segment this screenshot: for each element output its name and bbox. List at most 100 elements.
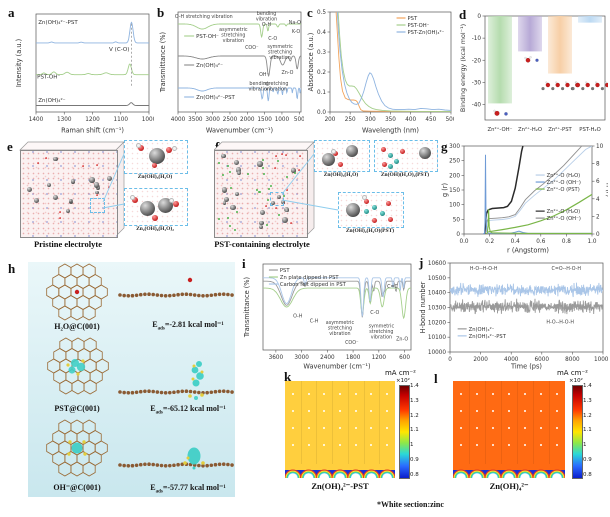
molecule-atom: [388, 153, 393, 158]
field-sample-dot: [492, 444, 494, 446]
zincate-cluster: [236, 170, 242, 176]
field-sample-dot: [460, 410, 462, 412]
field-sample-dot: [556, 393, 558, 395]
colorbar-tick: 0.9: [410, 456, 419, 463]
panel-letter-b: b: [157, 5, 165, 20]
svg-text:10100: 10100: [428, 335, 446, 341]
molecule-atom: [394, 159, 399, 164]
inset-label: Zn(OH)₃(H₂O): [323, 172, 359, 178]
panel-letter-e: e: [7, 139, 13, 154]
h-row2-eads: Eads=-65.12 kcal mol⁻¹: [138, 404, 238, 416]
field-sample-dot: [556, 444, 558, 446]
molecule-atom: [130, 195, 135, 200]
svg-text:0.5: 0.5: [317, 10, 326, 16]
eads-symbol: E: [152, 320, 158, 329]
svg-text:6: 6: [596, 179, 600, 185]
field-sample-dot: [476, 427, 478, 429]
panel-g-rdf-chart: 0.0 0.2 0.4 0.6 0.8 1.00501001502002503000246…: [441, 144, 608, 254]
zincate-cluster: [259, 221, 264, 226]
svg-text:200: 200: [325, 117, 336, 123]
field-grid-line: [485, 381, 486, 464]
molecule-atom: [419, 147, 431, 159]
panel-letter-d: d: [459, 7, 467, 22]
svg-text:0: 0: [456, 232, 460, 238]
svg-text:Zn(OH)₄²⁻: Zn(OH)₄²⁻: [38, 97, 65, 104]
svg-text:0.1: 0.1: [317, 90, 326, 96]
colorbar-tick: 1.3: [410, 397, 419, 404]
h-row1-eads: Eads=-2.81 kcal mol⁻¹: [138, 320, 238, 332]
panel-l-label: Zn(OH)₄²⁻: [489, 481, 529, 491]
zincate-cluster: [66, 208, 71, 213]
zincate-cluster: [53, 156, 58, 162]
svg-text:-30: -30: [472, 80, 482, 86]
molecule-atom: [173, 201, 179, 207]
svg-text:200: 200: [449, 173, 460, 179]
field-sample-dot: [339, 410, 341, 412]
svg-text:C-O: C-O: [370, 310, 379, 316]
l-colorbar-ticks: 1.4 1.3 1.2 1.1 1 0.9 0.8: [583, 383, 592, 478]
pst-atom: [267, 199, 270, 202]
svg-text:6000: 6000: [535, 357, 550, 363]
pst-atom: [286, 176, 289, 179]
zincate-cluster: [235, 167, 242, 174]
svg-text:1800: 1800: [346, 355, 361, 361]
svg-text:Carbon felt dipped in PST: Carbon felt dipped in PST: [280, 282, 347, 288]
molecule-atom: [169, 198, 174, 203]
colorbar-tick: 0.8: [583, 471, 592, 478]
molecule-atom: [346, 145, 358, 157]
svg-text:1300: 1300: [57, 117, 72, 123]
svg-text:500: 500: [294, 117, 304, 123]
svg-text:H-O--H-O-H: H-O--H-O-H: [546, 320, 574, 326]
panel-letter-a: a: [8, 5, 15, 20]
molecule-atom: [372, 205, 377, 210]
pst-atom: [230, 187, 233, 190]
molecule-atom: [152, 163, 157, 168]
svg-text:Zn(OH)₄²⁻-PST: Zn(OH)₄²⁻-PST: [196, 94, 235, 101]
field-sample-dot: [323, 444, 326, 446]
svg-text:Intensity (a.u.): Intensity (a.u.): [15, 39, 23, 87]
field-sample-dot: [540, 427, 542, 429]
field-sample-dot: [370, 427, 373, 429]
field-sample-dot: [370, 410, 373, 412]
oxygen-atom: [96, 193, 99, 196]
svg-text:H-bond number: H-bond number: [419, 281, 427, 333]
inset-label: Zn(OH)(H₂O)₂(PST): [380, 172, 430, 178]
svg-text:8000: 8000: [565, 357, 580, 363]
inset-zn-oh-h2o2-pst: [374, 140, 438, 172]
pst-atom: [234, 228, 237, 231]
panel-c-uvvis-chart: 200 250 300 350 400 450 500 0.0 0.1 0.2 0.3 0.4 0.5 W…: [307, 10, 454, 134]
zincate-cluster: [221, 153, 226, 159]
field-sample-dot: [492, 410, 494, 412]
svg-text:PST-H₂O: PST-H₂O: [579, 127, 601, 133]
zincate-cluster: [70, 179, 75, 184]
eads-symbol: E: [150, 404, 156, 413]
field-sample-dot: [524, 427, 526, 429]
field-sample-dot: [386, 427, 389, 429]
svg-text:2400: 2400: [320, 355, 335, 361]
oxygen-atom: [81, 165, 84, 168]
field-sample-dot: [524, 410, 526, 412]
svg-text:1200: 1200: [372, 355, 387, 361]
molecule-atom: [386, 201, 391, 206]
field-grid-line: [501, 381, 502, 464]
molecule-atom: [138, 145, 144, 151]
zincate-cluster: [52, 195, 59, 201]
svg-text:0.3: 0.3: [317, 50, 326, 56]
pst-atom: [227, 164, 230, 167]
svg-text:450: 450: [425, 117, 436, 123]
zincate-cluster: [282, 217, 288, 224]
svg-text:2000: 2000: [240, 117, 255, 123]
svg-text:1000: 1000: [142, 117, 154, 123]
pst-atom: [255, 189, 258, 192]
inset-zn-oh3-h2o: [314, 140, 370, 172]
svg-text:3000: 3000: [294, 355, 309, 361]
svg-text:Zn plate dipped in PST: Zn plate dipped in PST: [280, 275, 340, 281]
svg-text:0.6: 0.6: [536, 239, 545, 245]
molecule-atom: [149, 148, 165, 164]
selection-box: [270, 192, 284, 206]
field-sample-dot: [323, 393, 326, 395]
svg-text:1.0: 1.0: [587, 239, 596, 245]
svg-text:150: 150: [449, 188, 460, 194]
